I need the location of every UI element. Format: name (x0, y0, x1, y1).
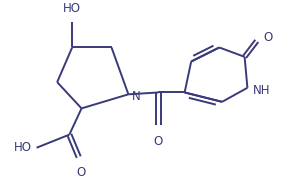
Text: O: O (263, 31, 273, 44)
Text: N: N (132, 90, 141, 103)
Text: O: O (76, 167, 85, 180)
Text: HO: HO (14, 141, 32, 154)
Text: NH: NH (253, 84, 270, 97)
Text: O: O (154, 135, 163, 148)
Text: HO: HO (63, 2, 81, 15)
